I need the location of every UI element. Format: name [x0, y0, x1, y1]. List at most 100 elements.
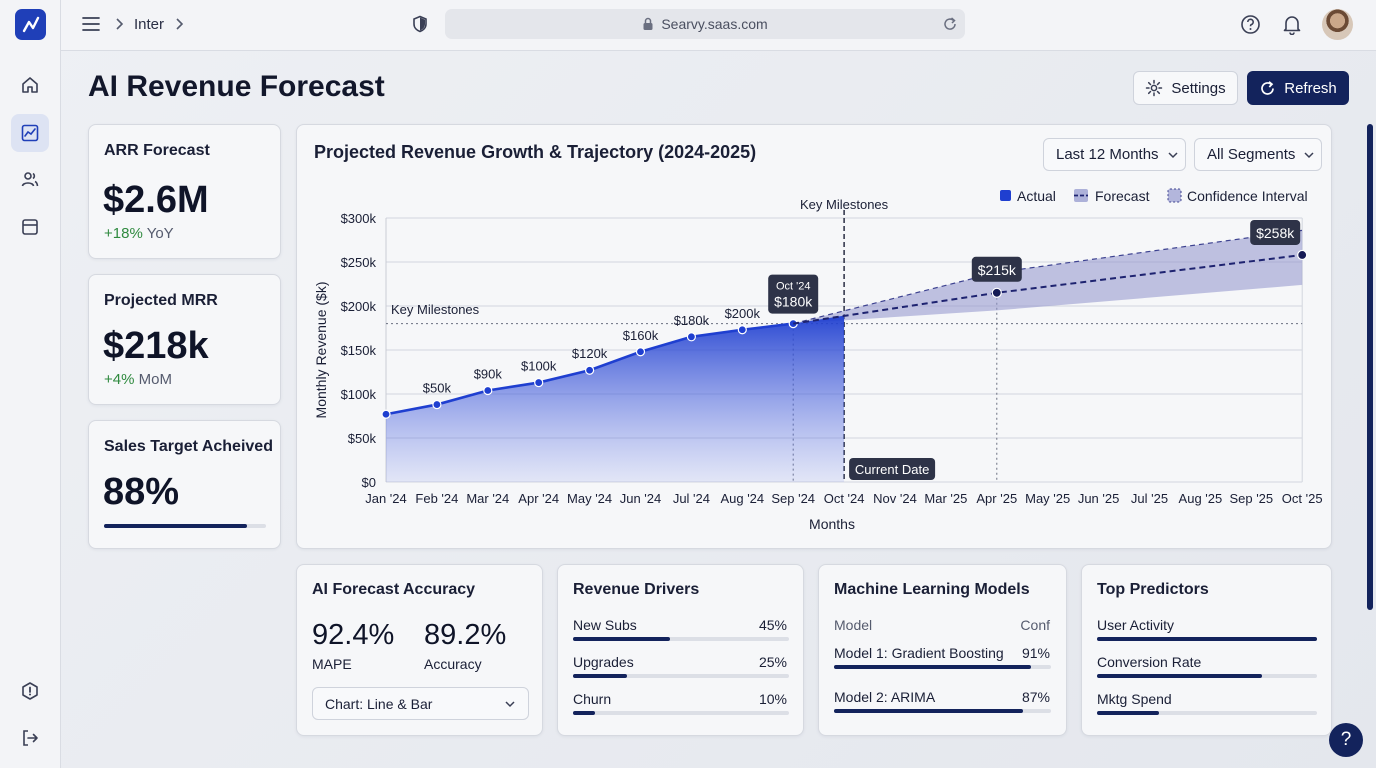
model-bar-fill	[834, 665, 1032, 669]
page-title: AI Revenue Forecast	[88, 70, 385, 103]
logo-icon	[22, 16, 39, 32]
legend-swatch-actual	[1000, 190, 1011, 201]
logout-icon	[23, 730, 38, 746]
address-bar[interactable]: Searvy.saas.com	[445, 9, 965, 39]
kpi-delta-label: YoY	[146, 225, 174, 242]
mape-label: MAPE	[312, 656, 352, 672]
x-tick-label: May '25	[1025, 491, 1070, 506]
segment-select[interactable]: All Segments	[1194, 138, 1322, 171]
forecast-point	[991, 287, 1002, 298]
chart-type-select[interactable]: Chart: Line & Bar	[312, 687, 529, 720]
predictors-title: Top Predictors	[1097, 581, 1209, 598]
avatar[interactable]	[1322, 9, 1353, 40]
x-tick-label: Sep '25	[1229, 491, 1273, 506]
driver-bar	[573, 637, 789, 641]
scrollbar[interactable]	[1367, 124, 1373, 610]
bell-icon[interactable]	[1282, 14, 1302, 40]
chart-type-select-value: Chart: Line & Bar	[325, 695, 433, 712]
milestone-line-label: Key Milestones	[391, 302, 480, 317]
driver-percent: 25%	[758, 654, 787, 670]
settings-label: Settings	[1171, 79, 1226, 97]
kpi-delta: +18% YoY	[104, 225, 174, 242]
target-progress-bar	[104, 524, 266, 528]
kpi-delta-value: +4%	[104, 371, 135, 388]
sidebar-item-home[interactable]	[11, 66, 49, 104]
model-bar-fill	[834, 709, 1023, 713]
breadcrumb[interactable]: Inter	[134, 16, 165, 33]
x-tick-label: Nov '24	[873, 491, 917, 506]
help-icon[interactable]	[1240, 14, 1261, 40]
kpi-delta: +4% MoM	[104, 371, 172, 388]
x-tick-label: May '24	[567, 491, 612, 506]
actual-point	[635, 347, 646, 357]
driver-bar-fill	[573, 711, 595, 715]
current-date-label: Current Date	[855, 462, 929, 477]
gear-icon	[1146, 79, 1163, 97]
x-tick-label: Aug '24	[720, 491, 764, 506]
callout-value: $180k	[774, 294, 813, 310]
x-tick-label: Apr '25	[976, 491, 1017, 506]
help-button[interactable]: ?	[1329, 723, 1363, 757]
actual-data-label: $100k	[521, 359, 557, 374]
driver-percent: 10%	[758, 691, 787, 707]
sidebar-item-alerts[interactable]	[11, 672, 49, 710]
y-tick-label: $250k	[341, 255, 377, 270]
y-axis-title: Monthly Revenue ($k)	[313, 282, 329, 419]
chevron-down-icon	[1304, 151, 1314, 158]
kpi-label: Sales Target Acheived	[104, 438, 273, 455]
predictor-bar-fill	[1097, 711, 1159, 715]
mape-value: 92.4%	[312, 619, 395, 651]
kpi-card-arr: ARR Forecast $2.6M +18% YoY	[88, 124, 281, 259]
drivers-title: Revenue Drivers	[573, 581, 700, 598]
accuracy-label: Accuracy	[424, 656, 482, 672]
x-axis-title: Months	[809, 516, 855, 532]
range-select[interactable]: Last 12 Months	[1043, 138, 1186, 171]
kpi-card-target: Sales Target Acheived 88%	[88, 420, 281, 549]
range-select-value: Last 12 Months	[1056, 146, 1159, 163]
x-tick-label: Oct '25	[1282, 491, 1323, 506]
legend-label-actual: Actual	[1017, 188, 1056, 204]
sidebar-item-logout[interactable]	[11, 719, 49, 757]
model-label: Model 1: Gradient Boosting	[834, 645, 1004, 661]
y-tick-label: $100k	[341, 387, 377, 402]
chevron-down-icon	[505, 700, 515, 707]
shield-icon[interactable]	[412, 15, 428, 38]
y-tick-label: $50k	[348, 431, 377, 446]
milestone-label: Key Milestones	[800, 197, 889, 212]
revenue-chart: $0 $50k $100k $150k $200k $250k $300k Jan '24 Fe…	[313, 188, 1323, 532]
users-icon	[21, 172, 39, 187]
predictor-label: Conversion Rate	[1097, 654, 1202, 670]
sidebar-item-users[interactable]	[11, 160, 49, 198]
x-tick-label: Mar '24	[466, 491, 509, 506]
actual-data-label: $180k	[674, 313, 710, 328]
sidebar-item-forecast[interactable]	[11, 114, 49, 152]
actual-point	[585, 365, 595, 375]
models-col-conf: Conf	[1020, 617, 1050, 633]
settings-button[interactable]: Settings	[1133, 71, 1238, 105]
x-tick-label: Jul '25	[1131, 491, 1168, 506]
models-card: Machine Learning Models Model Conf Model…	[818, 564, 1067, 736]
actual-data-label: $200k	[725, 306, 761, 321]
kpi-label: Projected MRR	[104, 292, 218, 309]
kpi-value: 88%	[103, 471, 180, 513]
accuracy-title: AI Forecast Accuracy	[312, 581, 476, 598]
actual-data-label: $160k	[623, 328, 659, 343]
app-logo[interactable]	[15, 9, 46, 40]
sidebar-item-inbox[interactable]	[11, 208, 49, 246]
refresh-button[interactable]: Refresh	[1247, 71, 1349, 105]
refresh-icon	[1261, 80, 1275, 95]
predictor-bar	[1097, 711, 1317, 715]
inbox-icon	[22, 219, 38, 235]
predictor-label: Mktg Spend	[1097, 691, 1172, 707]
chart-title: Projected Revenue Growth & Trajectory (2…	[314, 142, 757, 162]
lock-icon	[643, 17, 653, 30]
menu-icon[interactable]	[81, 15, 101, 38]
x-tick-label: Jun '24	[620, 491, 662, 506]
x-tick-label: Jul '24	[673, 491, 710, 506]
alert-icon	[22, 682, 38, 700]
reload-icon[interactable]	[942, 16, 958, 32]
chevron-right-icon	[114, 17, 124, 36]
callout-value: $215k	[978, 262, 1017, 278]
driver-label: Upgrades	[573, 654, 634, 670]
trend-chart-icon	[21, 124, 39, 142]
